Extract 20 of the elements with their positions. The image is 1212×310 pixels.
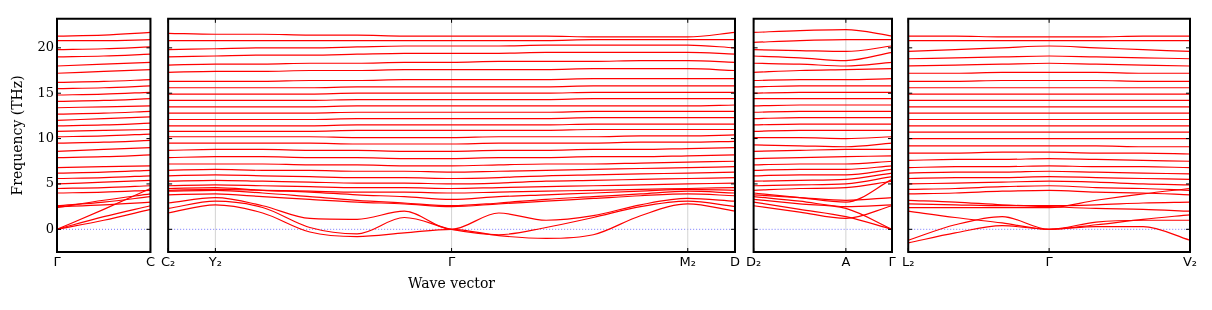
x-tick-label: Γ [888,254,897,270]
x-axis-title: Wave vector [408,275,496,292]
x-tick-label: L₂ [901,254,915,270]
y-tick-label: 10 [37,129,54,145]
y-tick-label: 20 [37,39,54,55]
x-tick-label: Γ [1045,254,1054,270]
x-tick-label: V₂ [1182,254,1198,270]
x-tick-label: M₂ [679,254,696,270]
y-tick-label: 15 [37,84,54,100]
x-tick-label: Y₂ [207,254,222,270]
x-tick-label: Γ [447,254,456,270]
x-tick-label: D₂ [745,254,762,270]
x-tick-label: C [145,254,155,270]
y-axis-title: Frequency (THz) [9,75,26,196]
x-tick-label: Γ [53,254,62,270]
x-tick-label: A [841,254,851,270]
x-tick-label: C₂ [161,254,176,270]
x-tick-label: D [729,254,740,270]
y-tick-label: 5 [45,175,54,191]
y-tick-label: 0 [45,220,54,236]
